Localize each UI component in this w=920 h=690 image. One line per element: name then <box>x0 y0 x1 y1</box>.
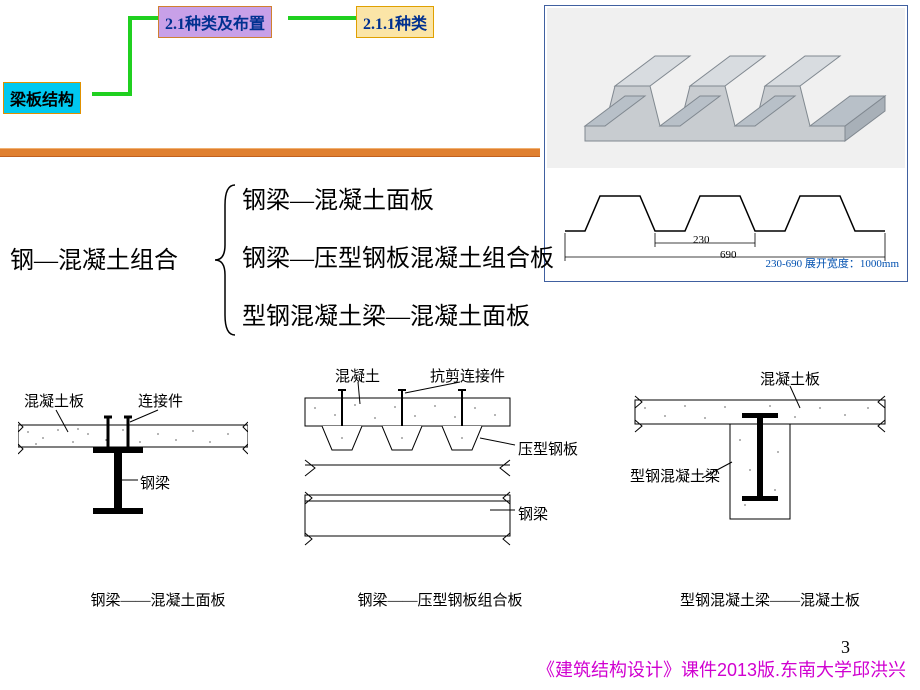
d3-caption: 型钢混凝土梁——混凝土板 <box>630 589 910 610</box>
d1-caption: 钢梁——混凝土面板 <box>18 589 298 610</box>
diagram-3: 混凝土板 型钢混凝土梁 型钢混凝 <box>630 360 910 610</box>
d2-caption: 钢梁——压型钢板组合板 <box>300 589 580 610</box>
section-divider <box>0 148 540 157</box>
tree-item-3: 型钢混凝土梁—混凝土面板 <box>242 296 530 331</box>
tree-root: 钢—混凝土组合 <box>10 240 178 275</box>
breadcrumb-subsection: 2.1.1种类 <box>356 6 434 38</box>
breadcrumb-section: 2.1种类及布置 <box>158 6 272 38</box>
tree-brace <box>215 180 237 340</box>
deck-dim-1: 230 <box>693 234 710 246</box>
diagram-2: 混凝土 抗剪连接件 压型钢板 钢梁 <box>300 360 580 610</box>
steel-deck-figure: 230 690 230-690 展开宽度：1000mm <box>544 5 908 282</box>
diagram-row: 混凝土板 连接件 钢梁 <box>0 360 920 610</box>
deck-dim-2: 690 <box>720 249 737 261</box>
tree-item-1: 钢梁—混凝土面板 <box>242 180 434 215</box>
deck-caption: 230-690 展开宽度：1000mm <box>765 255 899 271</box>
page-number: 3 <box>841 637 850 658</box>
footer-credit: 《建筑结构设计》课件2013版.东南大学邱洪兴 <box>537 656 906 682</box>
tree-item-2: 钢梁—压型钢板混凝土组合板 <box>242 238 554 273</box>
breadcrumb-nav: 梁板结构 2.1种类及布置 2.1.1种类 <box>0 0 540 140</box>
breadcrumb-root: 梁板结构 <box>3 82 81 114</box>
diagram-1: 混凝土板 连接件 钢梁 <box>18 360 298 610</box>
